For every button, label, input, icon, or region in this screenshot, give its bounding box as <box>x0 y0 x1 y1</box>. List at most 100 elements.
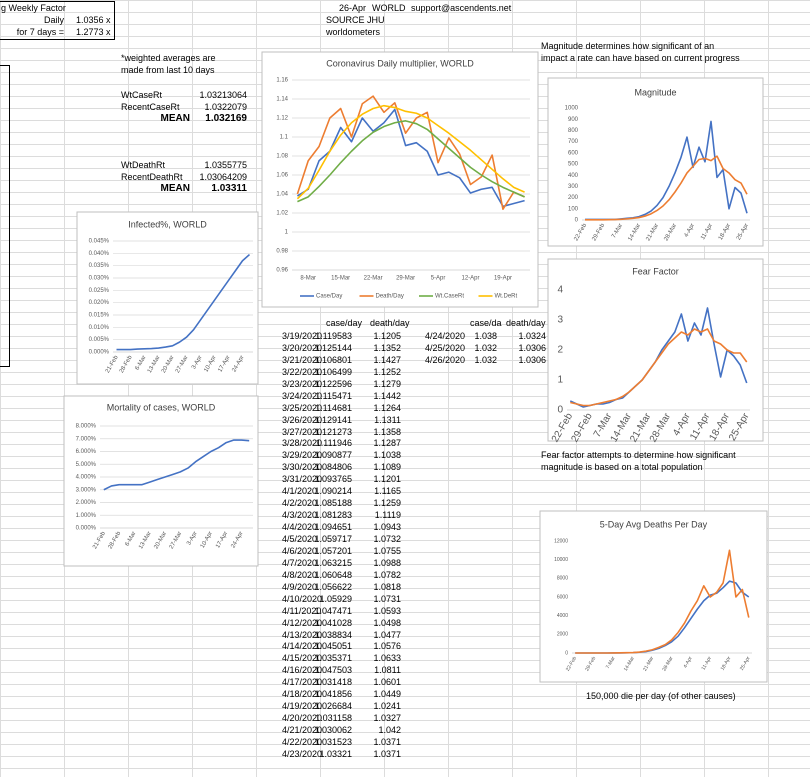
date: 4/16/2020 <box>282 665 323 676</box>
case-rate: 1.031418 <box>314 677 352 688</box>
death-rate: 1.1259 <box>373 498 401 509</box>
unit: x <box>106 27 111 37</box>
data-line <box>575 549 750 654</box>
date: 3/21/2020 <box>282 354 323 365</box>
y-tick-label: 5.000% <box>76 462 97 468</box>
case-rate: 1.026684 <box>314 701 352 712</box>
case-rate: 1.093765 <box>314 474 352 485</box>
y-tick-label: 1.04 <box>276 192 288 198</box>
y-tick-label: 2000 <box>557 632 568 638</box>
y-tick-label: 0.98 <box>276 249 288 255</box>
rate-value: 1.032169 <box>205 112 247 124</box>
chart-title: 5-Day Avg Deaths Per Day <box>600 519 708 529</box>
y-tick-label: 1.08 <box>276 154 288 160</box>
factor-value: 1.0356 <box>76 15 104 25</box>
date: 4/7/2020 <box>282 557 318 568</box>
death-rate: 1.1427 <box>373 354 401 365</box>
y-tick-label: 0.030% <box>89 276 110 282</box>
date: 3/23/2020 <box>282 378 323 389</box>
case-rate: 1.106801 <box>314 354 352 365</box>
date: 4/1/2020 <box>282 486 318 497</box>
y-tick-label: 6000 <box>557 594 568 600</box>
date: 3/19/2020 <box>282 331 323 341</box>
case-rate: 1.063215 <box>314 557 352 568</box>
y-tick-label: 3 <box>557 315 563 326</box>
date: 4/4/2020 <box>282 522 318 533</box>
death-rate: 1.1358 <box>373 426 401 437</box>
y-tick-label: 12000 <box>554 538 568 544</box>
case-rate: 1.114681 <box>315 402 352 413</box>
x-tick-label: 8-Mar <box>300 276 316 282</box>
rate-label: RecentDeathRt <box>121 171 183 182</box>
date: 4/26/2020 <box>425 355 466 365</box>
date: 26-Apr <box>338 3 366 13</box>
row-label: Daily <box>43 15 64 25</box>
date: 4/11/2020 <box>282 605 322 616</box>
death-rate: 1.0601 <box>373 677 401 688</box>
y-tick-label: 200 <box>568 195 579 201</box>
note: made from last 10 days <box>121 65 215 75</box>
y-tick-label: 1.16 <box>276 78 288 84</box>
rate-value: 1.03311 <box>211 182 247 194</box>
chart-title: Mortality of cases, WORLD <box>107 402 216 412</box>
y-tick-label: 1 <box>557 375 563 386</box>
y-tick-label: 0 <box>575 218 579 224</box>
date: 3/31/2020 <box>282 474 323 485</box>
note: Fear factor attempts to determine how si… <box>541 450 736 460</box>
data-line <box>570 328 748 407</box>
y-tick-label: 0.040% <box>89 251 110 257</box>
weekly-box <box>0 1 115 40</box>
date: 4/13/2020 <box>282 629 323 640</box>
row-label: for 7 days = <box>16 27 64 37</box>
death-rate: 1.0498 <box>373 617 401 628</box>
x-tick-label: 7-Mar <box>605 655 617 670</box>
case-rate: 1.05929 <box>319 593 352 604</box>
rate-value: 1.0322079 <box>204 101 247 112</box>
rate-value: 1.03213064 <box>199 90 247 100</box>
death-rate: 1.0241 <box>373 701 401 712</box>
y-tick-label: 0.015% <box>89 313 110 319</box>
y-tick-label: 0.005% <box>89 337 110 343</box>
left-frame <box>0 65 10 367</box>
x-tick-label: 19-Apr <box>494 276 512 282</box>
legend-label: Wt.CaseRt <box>435 294 464 300</box>
y-tick-label: 400 <box>568 173 579 179</box>
death-rate: 1.0943 <box>373 522 401 533</box>
death-rate: 1.0449 <box>373 689 401 700</box>
case-rate: 1.031523 <box>314 736 352 747</box>
rate-value: 1.03064209 <box>199 171 247 182</box>
case-rate: 1.041028 <box>314 617 352 628</box>
date: 4/10/2020 <box>282 593 323 604</box>
y-tick-label: 1.1 <box>280 135 289 141</box>
rate-label: WtDeathRt <box>121 160 166 170</box>
y-tick-label: 1.02 <box>276 211 288 217</box>
note: *weighted averages are <box>121 53 216 63</box>
y-tick-label: 8.000% <box>76 424 97 430</box>
date: 3/30/2020 <box>282 462 323 473</box>
note: Magnitude determines how significant of … <box>541 41 715 51</box>
death-rate: 1.1264 <box>373 402 401 413</box>
case-rate: 1.119583 <box>315 331 352 341</box>
death-rate: 1.0327 <box>373 713 401 724</box>
y-tick-label: 10000 <box>554 557 568 563</box>
date: 4/17/2020 <box>282 677 323 688</box>
chart-area <box>261 51 539 308</box>
y-tick-label: 1.000% <box>76 513 97 519</box>
case-rate: 1.045051 <box>314 641 352 652</box>
case-rate: 1.085188 <box>314 498 352 509</box>
case-rate: 1.121273 <box>314 426 352 437</box>
y-tick-label: 0.96 <box>276 268 288 274</box>
case-rate: 1.056622 <box>314 581 352 592</box>
y-tick-label: 0.000% <box>89 350 110 356</box>
death-rate: 1.1038 <box>373 450 401 461</box>
y-tick-label: 2.000% <box>76 500 97 506</box>
date: 4/19/2020 <box>282 701 323 712</box>
y-tick-label: 300 <box>568 184 579 190</box>
death-rate: 1.0731 <box>373 593 401 604</box>
date: 4/20/2020 <box>282 713 323 724</box>
date: 3/29/2020 <box>282 450 323 461</box>
data-line <box>296 108 525 208</box>
death-rate: 1.0755 <box>373 545 401 556</box>
note: impact a rate can have based on current … <box>541 53 740 63</box>
